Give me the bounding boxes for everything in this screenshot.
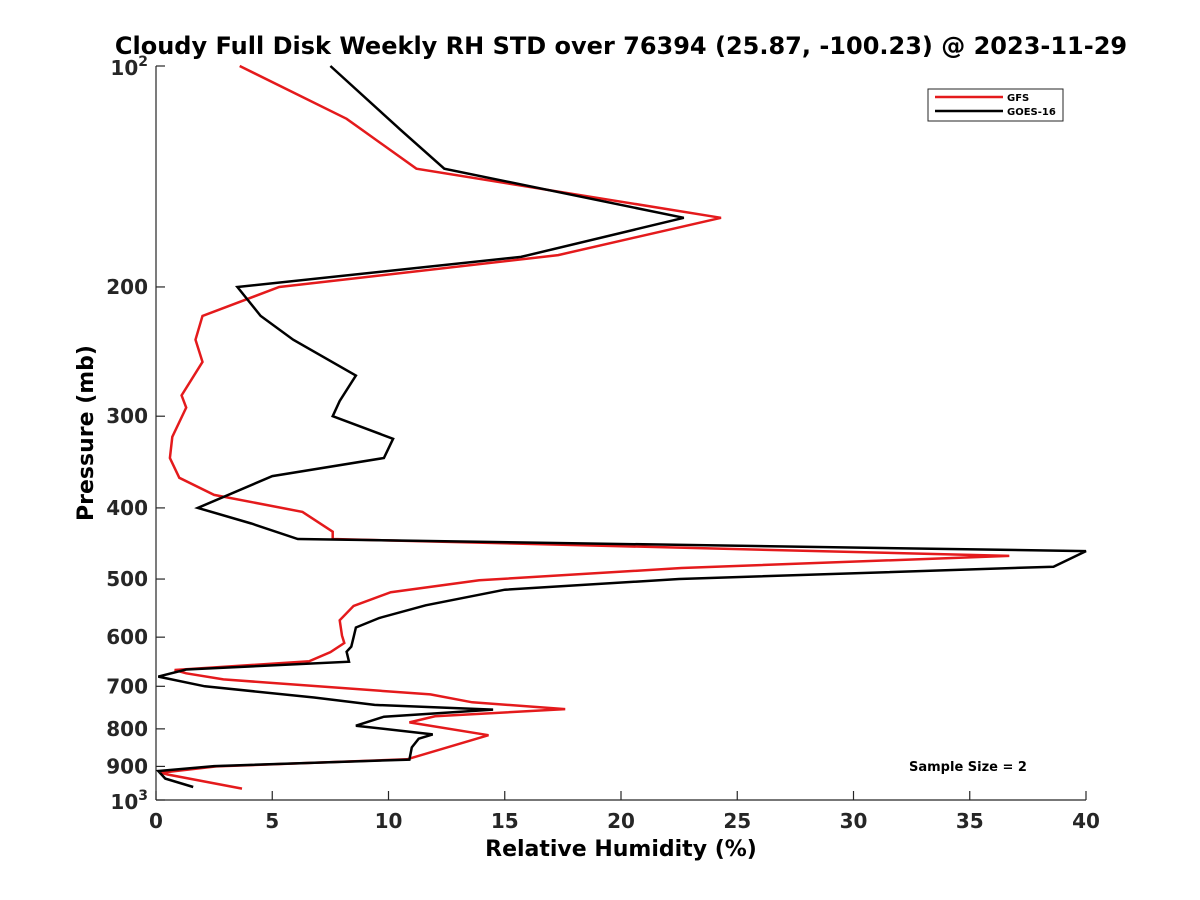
x-tick-label: 0 xyxy=(149,809,163,833)
series-line-goes16 xyxy=(155,65,1087,789)
y-tick-label: 700 xyxy=(106,674,148,698)
x-ticks: 0 5 10 15 20 25 30 35 40 xyxy=(149,791,1100,833)
y-tick-label: 300 xyxy=(106,404,148,428)
chart-title: Cloudy Full Disk Weekly RH STD over 7639… xyxy=(115,32,1127,60)
y-tick-label: 400 xyxy=(106,496,148,520)
y-tick-label: 200 xyxy=(106,275,148,299)
x-tick-label: 20 xyxy=(607,809,635,833)
legend-label-goes16: GOES-16 xyxy=(1007,107,1056,118)
x-tick-label: 5 xyxy=(265,809,279,833)
plot-area xyxy=(155,66,1086,801)
y-tick-label: 600 xyxy=(106,625,148,649)
x-tick-label: 15 xyxy=(491,809,519,833)
sample-size-annotation: Sample Size = 2 xyxy=(909,760,1027,775)
y-ticks: 102 200 300 400 500 600 700 800 900 103 xyxy=(106,54,165,814)
series-line-gfs xyxy=(160,64,1010,790)
y-tick-label-power: 103 xyxy=(110,788,148,814)
x-tick-label: 40 xyxy=(1072,809,1100,833)
series-layer xyxy=(155,64,1087,790)
legend-box xyxy=(927,88,1064,122)
x-tick-label: 10 xyxy=(375,809,403,833)
y-tick-label-power: 102 xyxy=(110,54,148,80)
x-tick-label: 35 xyxy=(956,809,984,833)
x-tick-label: 25 xyxy=(723,809,751,833)
y-axis-label: Pressure (mb) xyxy=(74,345,99,521)
legend-label-gfs: GFS xyxy=(1007,93,1029,104)
legend: GFS GOES-16 xyxy=(927,88,1064,122)
x-axis-label: Relative Humidity (%) xyxy=(485,837,757,862)
x-tick-label: 30 xyxy=(840,809,868,833)
y-tick-label: 900 xyxy=(106,754,148,778)
y-tick-label: 800 xyxy=(106,717,148,741)
y-tick-label: 500 xyxy=(106,567,148,591)
